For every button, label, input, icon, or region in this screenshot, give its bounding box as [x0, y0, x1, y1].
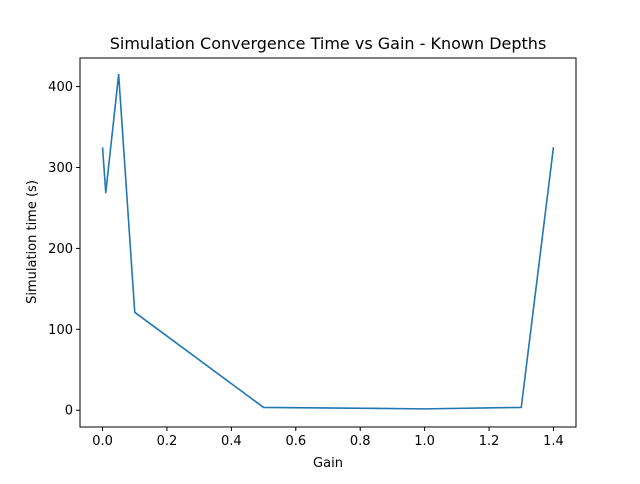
x-tick-label: 0.8 — [350, 434, 371, 449]
y-tick-label: 300 — [48, 161, 73, 176]
y-tick-label: 400 — [48, 80, 73, 95]
chart-title: Simulation Convergence Time vs Gain - Kn… — [110, 34, 547, 53]
x-tick-label: 0.2 — [157, 434, 178, 449]
y-tick-label: 200 — [48, 242, 73, 257]
y-tick-label: 0 — [65, 404, 73, 419]
y-tick-label: 100 — [48, 323, 73, 338]
axes-frame — [79, 57, 577, 428]
x-tick-label: 1.2 — [479, 434, 500, 449]
plot-area — [101, 73, 555, 410]
x-axis: 0.0 0.2 0.4 0.6 0.8 1.0 1.2 1.4 — [92, 427, 564, 449]
y-axis-label: Simulation time (s) — [25, 180, 40, 304]
x-tick-label: 0.4 — [221, 434, 242, 449]
x-tick-label: 0.6 — [285, 434, 306, 449]
x-tick-label: 1.4 — [543, 434, 564, 449]
x-tick-label: 0.0 — [92, 434, 113, 449]
series-line-0 — [101, 73, 555, 410]
x-axis-label: Gain — [313, 456, 343, 471]
y-axis: 0 100 200 300 400 — [48, 80, 80, 419]
x-tick-label: 1.0 — [414, 434, 435, 449]
